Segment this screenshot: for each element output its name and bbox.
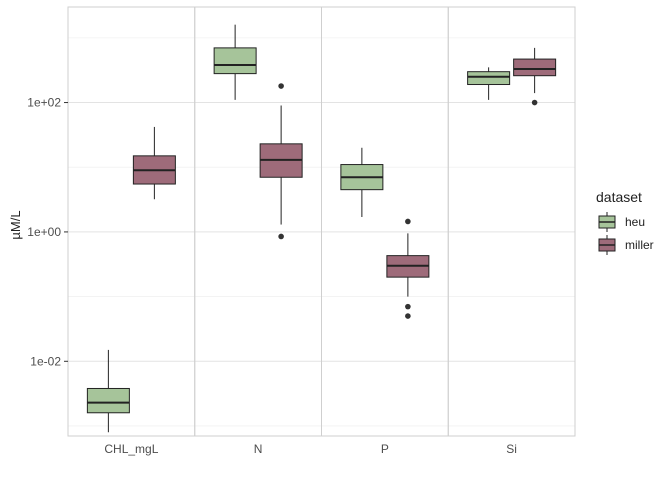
x-tick-label: CHL_mgL: [104, 442, 158, 456]
legend-label-miller: miller: [625, 238, 654, 252]
y-tick-label: 1e+00: [27, 225, 61, 239]
x-tick-label: Si: [506, 442, 517, 456]
box-heu-N: [213, 47, 257, 75]
facet-panel-border: [447, 6, 576, 437]
x-tick-label: N: [254, 442, 263, 456]
y-tick-label: 1e+02: [27, 96, 61, 110]
box-layer: [86, 24, 557, 433]
outlier-point: [278, 83, 284, 89]
legend-title: dataset: [596, 189, 642, 205]
outlier-point: [531, 99, 538, 106]
y-axis-title: µM/L: [8, 210, 23, 239]
legend-label-heu: heu: [625, 215, 645, 229]
box-heu-CHL_mgL: [86, 387, 130, 414]
panel-border: [67, 6, 576, 437]
box-miller-Si: [513, 58, 557, 77]
y-tick-label: 1e-02: [30, 354, 61, 368]
axes: CHL_mgL N P Si 1e-02 1e+00 1e+02: [27, 96, 517, 456]
outlier-point: [405, 303, 411, 310]
outlier-point: [405, 218, 411, 225]
outlier-point: [278, 233, 284, 240]
outlier-point: [405, 313, 411, 319]
box-heu-Si: [467, 71, 511, 86]
grid-lines: [68, 37, 575, 427]
legend: dataset heu miller: [596, 189, 654, 255]
x-tick-label: P: [381, 442, 389, 456]
